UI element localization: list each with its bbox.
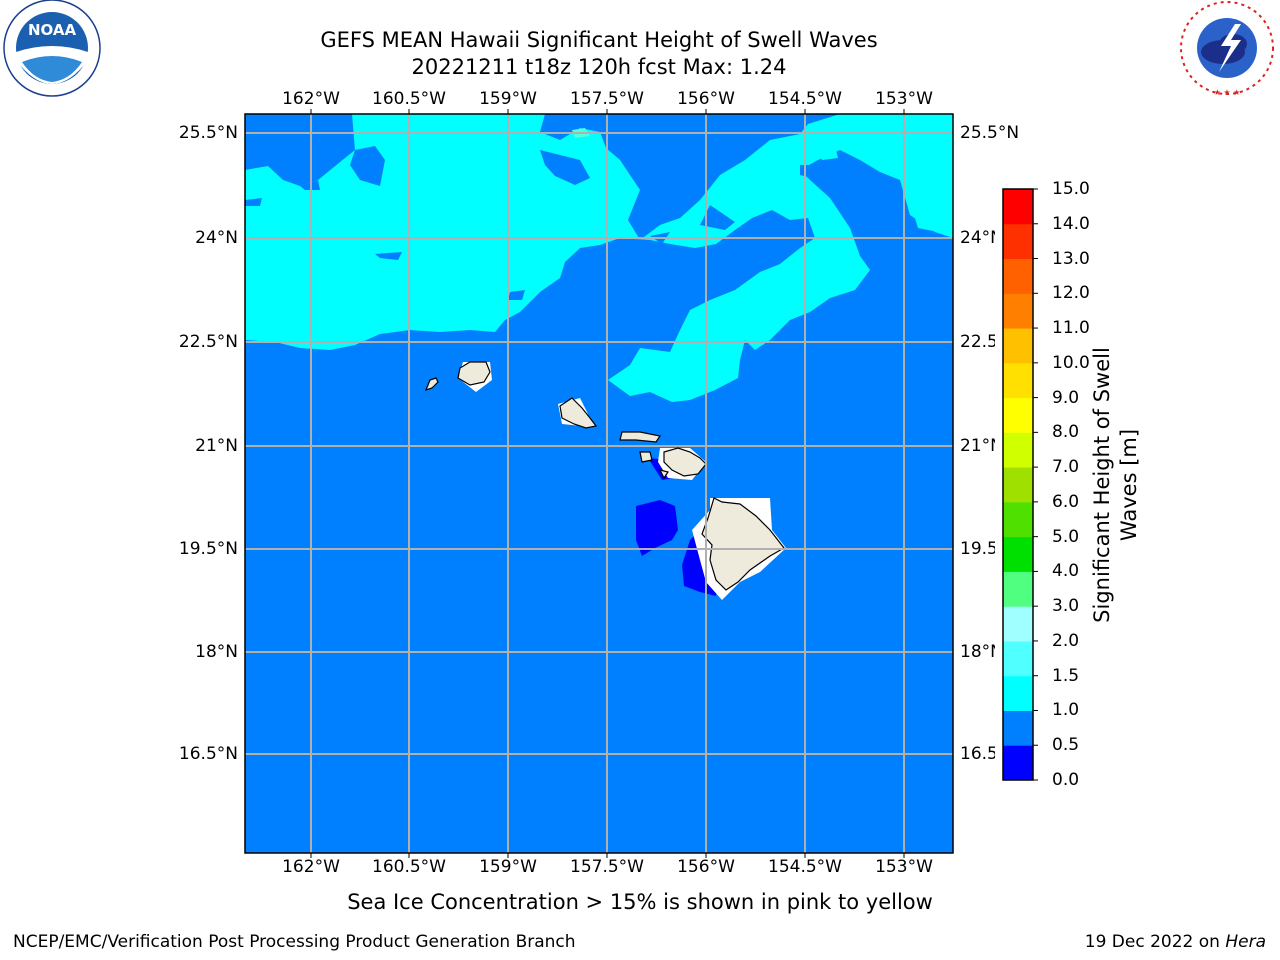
- colorbar-segment: [1003, 606, 1033, 642]
- colorbar-segment: [1003, 223, 1033, 260]
- map-title: GEFS MEAN Hawaii Significant Height of S…: [320, 28, 878, 52]
- colorbar-tick-label: 12.0: [1052, 283, 1090, 304]
- colorbar-panel: [995, 180, 1055, 790]
- colorbar-tick-label: 13.0: [1052, 248, 1090, 269]
- lat-label-left: 19.5°N: [178, 539, 238, 559]
- colorbar-tick-label: 4.0: [1052, 561, 1080, 582]
- colorbar-tick-label: 1.0: [1052, 700, 1080, 721]
- lat-label-left: 21°N: [195, 436, 238, 456]
- noaa-logo: NOAA: [3, 0, 101, 97]
- colorbar-tick-label: 9.0: [1052, 387, 1080, 408]
- colorbar-tick-label: 5.0: [1052, 526, 1080, 547]
- lon-label-bottom: 159°W: [479, 857, 537, 877]
- colorbar-segment: [1003, 467, 1033, 503]
- footer-date-text: 19 Dec 2022 on: [1084, 932, 1226, 952]
- island-kauai: [457, 361, 491, 386]
- colorbar-tick-label: 10.0: [1052, 352, 1090, 373]
- lon-label-top: 162°W: [282, 89, 340, 109]
- map-subtitle: 20221211 t18z 120h fcst Max: 1.24: [411, 55, 787, 79]
- colorbar-segment: [1003, 675, 1033, 711]
- lon-label-top: 159°W: [479, 89, 537, 109]
- island-molokai: [619, 431, 661, 443]
- colorbar-tick-label: 14.0: [1052, 213, 1090, 234]
- colorbar-segment: [1003, 432, 1033, 468]
- island-kahoolawe: [658, 469, 669, 480]
- lat-label-left: 24°N: [195, 228, 238, 248]
- colorbar-tick-label: 2.0: [1052, 630, 1080, 651]
- colorbar-frame: [1002, 188, 1034, 781]
- lat-label-left: 18°N: [195, 642, 238, 662]
- svg-text:★ ★ ★: ★ ★ ★: [1214, 88, 1241, 97]
- grid-lines: [245, 114, 953, 853]
- lon-label-bottom: 156°W: [677, 857, 735, 877]
- swell-region-low: [636, 500, 678, 556]
- sea-ice-note: Sea Ice Concentration > 15% is shown in …: [347, 890, 933, 914]
- footer-credit: NCEP/EMC/Verification Post Processing Pr…: [13, 932, 576, 952]
- lon-label-top: 154.5°W: [768, 89, 842, 109]
- lat-label-right: 25.5°N: [960, 123, 1020, 143]
- island-maui: [663, 447, 707, 477]
- lon-label-top: 153°W: [875, 89, 933, 109]
- colorbar-tick-label: 3.0: [1052, 596, 1080, 617]
- lat-label-right: 18°N: [960, 642, 1003, 662]
- island-niihau: [424, 377, 439, 391]
- lat-label-left: 16.5°N: [178, 744, 238, 764]
- colorbar-segment: [1003, 189, 1033, 225]
- island-lanai: [639, 451, 653, 463]
- lat-label-left: 25.5°N: [178, 123, 238, 143]
- colorbar-segment: [1003, 501, 1033, 538]
- map-frame: [244, 113, 954, 854]
- lon-label-top: 160.5°W: [372, 89, 446, 109]
- colorbar-tick-label: 1.5: [1052, 665, 1080, 686]
- noaa-logo-text: NOAA: [28, 21, 77, 39]
- colorbar-tick-label: 11.0: [1052, 318, 1090, 339]
- lon-label-bottom: 162°W: [282, 857, 340, 877]
- colorbar-segment: [1003, 536, 1033, 572]
- colorbar-tick-label: 7.0: [1052, 457, 1080, 478]
- lat-label-left: 22.5°N: [178, 332, 238, 352]
- nws-logo: ★ ★ ★: [1180, 1, 1274, 97]
- colorbar-tick-label: 0.5: [1052, 735, 1080, 756]
- colorbar-tick-label: 0.0: [1052, 770, 1080, 790]
- colorbar-segment: [1003, 293, 1033, 329]
- colorbar-tick-label: 8.0: [1052, 422, 1080, 443]
- lat-label-right: 24°N: [960, 228, 1003, 248]
- footer-date: 19 Dec 2022 on Hera: [1085, 932, 1266, 952]
- footer-host: Hera: [1225, 932, 1266, 952]
- colorbar-segment: [1003, 710, 1033, 746]
- colorbar-segment: [1003, 745, 1033, 781]
- swell-region-north: [245, 114, 953, 402]
- colorbar-segment: [1003, 571, 1033, 607]
- lon-label-bottom: 157.5°W: [570, 857, 644, 877]
- lon-label-top: 157.5°W: [570, 89, 644, 109]
- island-oahu: [559, 397, 598, 429]
- colorbar-tick-label: 15.0: [1052, 179, 1090, 199]
- lat-label-right: 21°N: [960, 436, 1003, 456]
- colorbar-tick-label: 6.0: [1052, 491, 1080, 512]
- lon-label-top: 156°W: [677, 89, 735, 109]
- lon-label-bottom: 160.5°W: [372, 857, 446, 877]
- colorbar-segment: [1003, 640, 1033, 677]
- colorbar-segment: [1003, 328, 1033, 364]
- lon-label-bottom: 153°W: [875, 857, 933, 877]
- colorbar-segment: [1003, 258, 1033, 294]
- colorbar-segment: [1003, 397, 1033, 433]
- colorbar-title: Significant Height of Swell Waves [m]: [1090, 347, 1141, 623]
- colorbar-segment: [1003, 362, 1033, 399]
- lon-label-bottom: 154.5°W: [768, 857, 842, 877]
